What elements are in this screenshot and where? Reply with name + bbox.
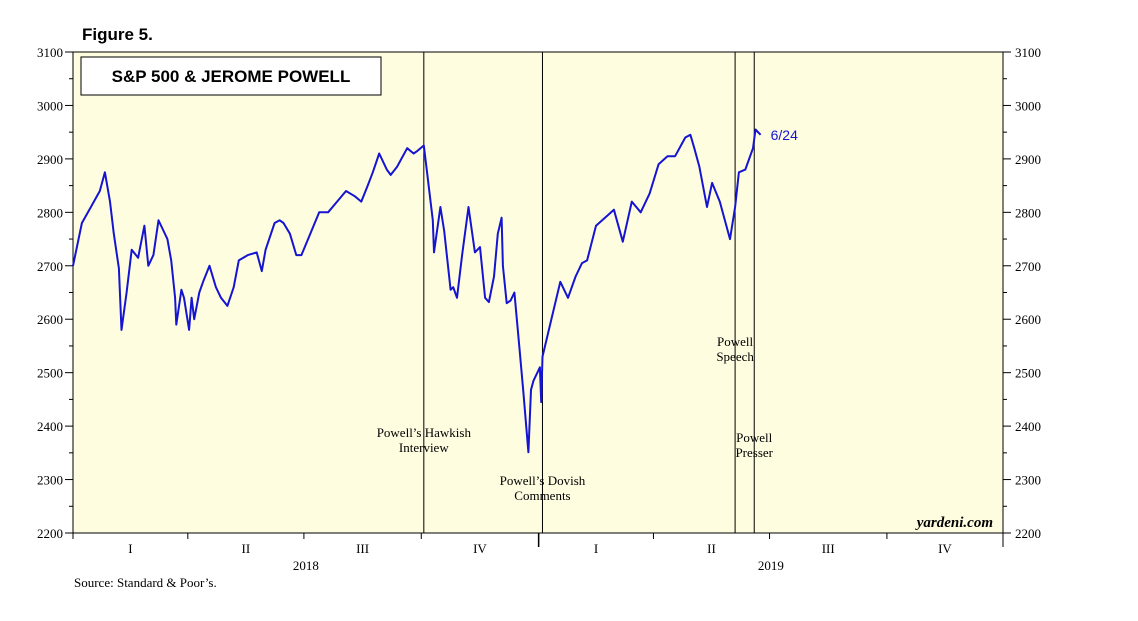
y-tick-label-left: 2900 [37,152,63,167]
event-label: Speech [716,349,754,364]
y-tick-label-right: 2800 [1015,205,1041,220]
y-tick-label-right: 3100 [1015,45,1041,60]
last-value-label: 6/24 [771,127,798,143]
x-year-label: 2018 [293,558,319,573]
y-tick-label-left: 2300 [37,473,63,488]
plot-area [72,51,1004,534]
x-quarter-label: I [128,541,132,556]
chart-title-box [80,56,382,96]
brand-watermark: yardeni.com [915,515,993,531]
event-label: Powell’s Hawkish [377,425,472,440]
x-quarter-label: III [822,541,835,556]
y-axes: 2200 2200 2300 2300 2400 2400 2500 2500 2600 2600… [37,45,1041,541]
x-quarter-label: II [242,541,251,556]
y-tick-label-left: 2400 [37,419,63,434]
y-tick-label-left: 3000 [37,98,63,113]
figure-label: Figure 5. [82,25,153,44]
x-year-label: 2019 [758,558,784,573]
y-tick-label-right: 2900 [1015,152,1041,167]
x-quarter-label: II [707,541,716,556]
event-label: Interview [399,440,449,455]
sp500-line [72,128,762,454]
y-tick-label-right: 2400 [1015,419,1041,434]
event-label: Powell’s Dovish [500,473,586,488]
y-tick-label-right: 2300 [1015,473,1041,488]
source-note: Source: Standard & Poor’s. [74,575,217,590]
event-label: Comments [514,488,570,503]
x-quarter-label: IV [938,541,952,556]
y-tick-label-right: 2500 [1015,366,1041,381]
event-label: Presser [735,445,773,460]
y-tick-label-right: 2200 [1015,526,1041,541]
chart-title: S&P 500 & JEROME POWELL [112,67,351,86]
y-tick-label-right: 3000 [1015,98,1041,113]
y-tick-label-left: 2800 [37,205,63,220]
x-quarter-label: III [356,541,369,556]
y-tick-label-left: 2700 [37,259,63,274]
x-quarter-label: IV [473,541,487,556]
y-tick-label-right: 2600 [1015,312,1041,327]
y-tick-label-left: 2500 [37,366,63,381]
x-quarter-label: I [594,541,598,556]
event-label: Powell [717,334,754,349]
y-tick-label-left: 3100 [37,45,63,60]
event-label: Powell [736,430,773,445]
y-tick-label-left: 2600 [37,312,63,327]
y-tick-label-left: 2200 [37,526,63,541]
y-tick-label-right: 2700 [1015,259,1041,274]
